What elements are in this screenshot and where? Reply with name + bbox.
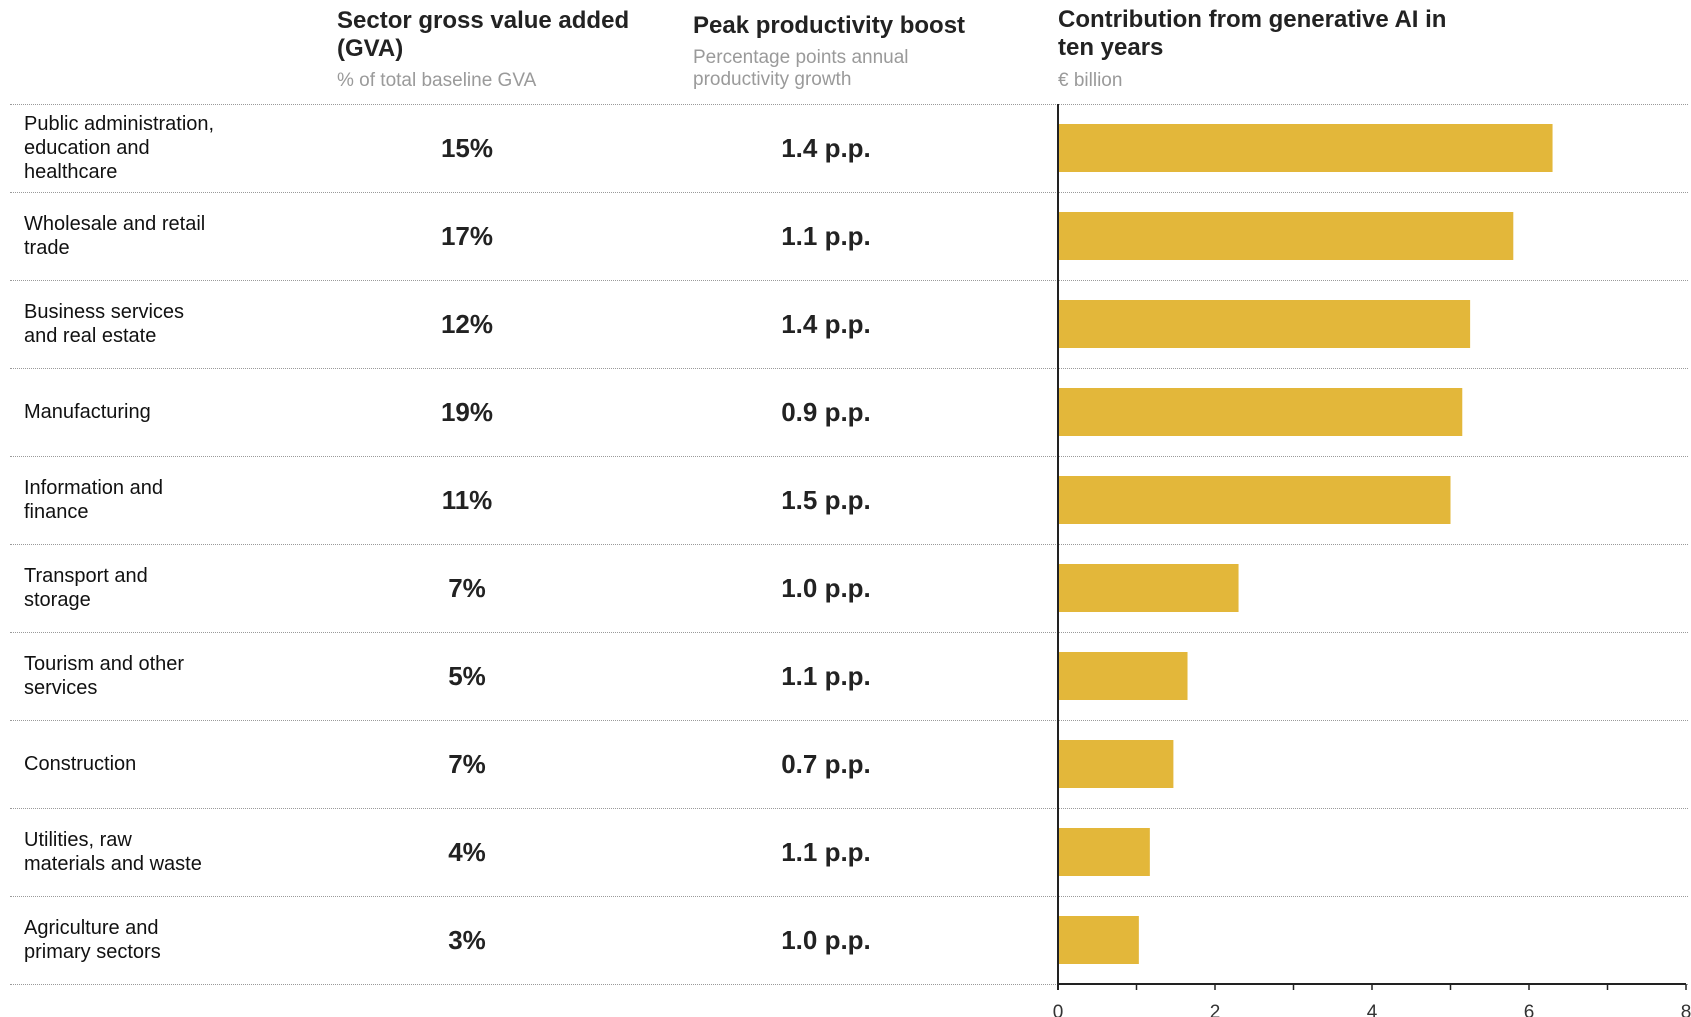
gva-column-subtitle: % of total baseline GVA — [337, 70, 537, 91]
sector-label: Information and finance — [24, 477, 163, 523]
row-separator — [10, 808, 1688, 809]
sector-label: Manufacturing — [24, 401, 151, 423]
table-row: Public administration, education and hea… — [0, 104, 1691, 192]
gva-share-value: 19% — [440, 396, 494, 427]
x-tick-label: 0 — [1053, 1002, 1064, 1017]
table-row: Information and finance 11% 1.5 p.p. — [0, 456, 1691, 544]
table-row: Wholesale and retail trade 17% 1.1 p.p. — [0, 192, 1691, 280]
gva-share-value: 12% — [440, 308, 494, 339]
productivity-boost-value: 1.4 p.p. — [781, 132, 871, 163]
table-row: Agriculture and primary sectors 3% 1.0 p.p… — [0, 896, 1691, 984]
productivity-boost-value: 1.1 p.p. — [781, 660, 871, 691]
row-separator — [10, 104, 1688, 105]
productivity-boost-value: 1.0 p.p. — [781, 572, 871, 603]
chart-unit: € billion — [1058, 70, 1123, 91]
table-row: Construction 7% 0.7 p.p. — [0, 720, 1691, 808]
bar — [1058, 652, 1188, 700]
table-row: Manufacturing 19% 0.9 p.p. — [0, 368, 1691, 456]
gva-share-value: 15% — [440, 132, 494, 163]
bar — [1058, 828, 1150, 876]
row-separator — [10, 720, 1688, 721]
row-separator — [10, 896, 1688, 897]
table-row: Tourism and other services 5% 1.1 p.p. — [0, 632, 1691, 720]
gva-share-value: 4% — [448, 836, 486, 867]
sector-label: Agriculture and primary sectors — [24, 917, 161, 963]
sector-label: Tourism and other services — [24, 653, 185, 699]
gva-share-value: 17% — [440, 220, 494, 251]
productivity-boost-value: 1.1 p.p. — [781, 220, 871, 251]
table-row: Transport and storage 7% 1.0 p.p. — [0, 544, 1691, 632]
table-row: Business services and real estate 12% 1.4 … — [0, 280, 1691, 368]
gva-share-value: 7% — [448, 572, 486, 603]
productivity-boost-value: 1.4 p.p. — [781, 308, 871, 339]
x-tick-label: 4 — [1367, 1002, 1378, 1017]
productivity-boost-value: 0.9 p.p. — [781, 396, 871, 427]
boost-column-title: Peak productivity boost — [693, 12, 966, 39]
sector-label: Public administration, education and hea… — [24, 113, 215, 183]
sector-label: Transport and storage — [24, 565, 148, 611]
row-separator — [10, 280, 1688, 281]
bar — [1058, 476, 1451, 524]
x-tick-label: 6 — [1524, 1002, 1535, 1017]
table-row: Utilities, raw materials and waste 4% 1.1 … — [0, 808, 1691, 896]
gva-share-value: 11% — [441, 484, 493, 515]
x-tick-label: 8 — [1681, 1002, 1691, 1017]
boost-column-subtitle: Percentage points annual productivity gr… — [693, 47, 909, 90]
row-separator — [10, 192, 1688, 193]
gva-column-title: Sector gross value added (GVA) — [337, 7, 630, 62]
chart-title: Contribution from generative AI in ten y… — [1058, 6, 1447, 61]
row-separator — [10, 544, 1688, 545]
productivity-boost-value: 1.1 p.p. — [781, 836, 871, 867]
x-tick-label: 2 — [1210, 1002, 1221, 1017]
row-separator — [10, 632, 1688, 633]
productivity-boost-value: 0.7 p.p. — [781, 748, 871, 779]
bar — [1058, 212, 1514, 260]
gva-share-value: 7% — [448, 748, 486, 779]
sector-label: Construction — [24, 753, 137, 775]
row-separator — [10, 984, 1688, 985]
bar — [1058, 300, 1471, 348]
sector-label: Utilities, raw materials and waste — [24, 829, 202, 875]
gva-share-value: 3% — [448, 924, 486, 955]
bar — [1058, 124, 1553, 172]
gva-share-value: 5% — [448, 660, 486, 691]
sector-label: Business services and real estate — [24, 301, 185, 347]
productivity-boost-value: 1.0 p.p. — [781, 924, 871, 955]
bar — [1058, 388, 1463, 436]
bar — [1058, 916, 1139, 964]
bar — [1058, 564, 1239, 612]
bar — [1058, 740, 1174, 788]
sector-label: Wholesale and retail trade — [24, 213, 206, 259]
productivity-boost-value: 1.5 p.p. — [781, 484, 871, 515]
row-separator — [10, 368, 1688, 369]
row-separator — [10, 456, 1688, 457]
